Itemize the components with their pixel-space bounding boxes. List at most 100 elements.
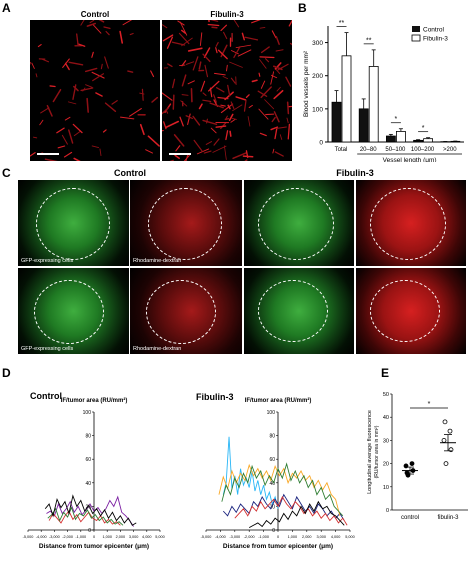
rhodamine-caption: Rhodamine-dextran bbox=[133, 258, 182, 264]
x-tick-label: 4,000 bbox=[142, 535, 152, 539]
vessel-mark bbox=[177, 20, 185, 26]
vessel-mark bbox=[193, 139, 203, 152]
vessel-mark bbox=[202, 53, 211, 63]
vessel-mark bbox=[42, 58, 50, 63]
legend-fibulin-swatch bbox=[411, 34, 421, 42]
control-bar bbox=[331, 101, 342, 143]
x-tick-label: -3,000 bbox=[49, 535, 60, 539]
tumor-outline bbox=[36, 188, 110, 260]
vessel-mark bbox=[56, 127, 65, 134]
tumor-outline bbox=[258, 280, 328, 342]
x-axis-label: Distance from tumor epicenter (μm) bbox=[223, 543, 333, 550]
vessel-mark bbox=[229, 130, 232, 137]
vessel-mark bbox=[244, 159, 248, 161]
profile-line bbox=[221, 462, 344, 517]
vessel-mark bbox=[226, 64, 228, 72]
vessel-mark bbox=[57, 145, 66, 149]
significance-mark: * bbox=[422, 125, 425, 132]
fibulin-vessel-image bbox=[162, 20, 292, 161]
vessel-mark bbox=[181, 29, 187, 34]
vessel-mark bbox=[105, 30, 110, 36]
category-label: >200 bbox=[443, 147, 457, 153]
vessel-mark bbox=[192, 115, 201, 126]
y-tick-label: 100 bbox=[83, 410, 92, 416]
vessel-mark bbox=[173, 134, 185, 147]
vessel-mark bbox=[129, 32, 134, 36]
control-bar bbox=[386, 135, 396, 143]
vessel-mark bbox=[235, 44, 252, 49]
x-tick-label: 2,000 bbox=[116, 535, 126, 539]
fibulin-point bbox=[441, 438, 447, 443]
vessel-mark bbox=[245, 150, 249, 159]
scale-bar bbox=[37, 153, 59, 155]
vessel-mark bbox=[196, 148, 210, 155]
vessel-mark bbox=[287, 123, 291, 140]
vessel-mark bbox=[151, 96, 159, 103]
control-rhodamine-image-2: Rhodamine-dextran bbox=[130, 268, 242, 354]
y-tick-label: 200 bbox=[312, 73, 323, 80]
significance-mark: ** bbox=[366, 37, 372, 44]
vessel-mark bbox=[207, 80, 220, 92]
y-tick-label: 40 bbox=[269, 481, 275, 487]
vessel-mark bbox=[213, 72, 226, 76]
vessel-mark bbox=[30, 152, 36, 157]
vessel-mark bbox=[73, 85, 79, 92]
vessel-mark bbox=[276, 86, 281, 92]
vessel-mark bbox=[35, 73, 38, 78]
tumor-outline bbox=[146, 280, 216, 344]
fibulin-point bbox=[442, 419, 448, 425]
vessel-mark bbox=[77, 43, 86, 47]
vessel-mark bbox=[223, 145, 227, 160]
vessel-mark bbox=[89, 20, 95, 24]
x-tick-label: 1,000 bbox=[102, 535, 112, 539]
fibulin-point bbox=[443, 461, 449, 466]
vessel-mark bbox=[166, 36, 174, 49]
vessel-mark bbox=[99, 148, 102, 156]
vessel-mark bbox=[72, 84, 77, 100]
vessel-mark bbox=[237, 49, 252, 57]
vessel-mark bbox=[187, 47, 203, 52]
vessel-mark bbox=[273, 111, 280, 123]
vessel-mark bbox=[279, 134, 283, 140]
vessel-mark bbox=[80, 20, 85, 26]
vessel-mark bbox=[179, 116, 184, 127]
vessel-mark bbox=[286, 117, 289, 124]
fibulin-vessel-micrograph bbox=[162, 20, 292, 161]
vessel-mark bbox=[102, 129, 107, 133]
fibulin-bar bbox=[368, 66, 379, 143]
legend-control-label: Control bbox=[423, 27, 445, 34]
vessel-mark bbox=[220, 122, 227, 130]
y-tick-label: 60 bbox=[269, 457, 275, 463]
vessel-mark bbox=[202, 99, 212, 103]
vessel-mark bbox=[257, 90, 268, 97]
vessel-mark bbox=[68, 129, 74, 144]
vessel-mark bbox=[44, 158, 58, 161]
vessel-mark bbox=[289, 42, 292, 46]
vessel-mark bbox=[145, 149, 154, 154]
vessel-mark bbox=[93, 24, 102, 34]
vessel-mark bbox=[86, 97, 89, 113]
x-tick-label: 5,000 bbox=[345, 535, 355, 539]
vessel-mark bbox=[64, 116, 71, 121]
vessel-mark bbox=[222, 76, 229, 80]
vessel-mark bbox=[270, 126, 279, 131]
vessel-mark bbox=[275, 126, 287, 130]
x-tick-label: -4,000 bbox=[215, 535, 226, 539]
category-label: 100–200 bbox=[411, 147, 435, 153]
vessel-mark bbox=[129, 107, 142, 117]
vessel-mark bbox=[259, 132, 267, 137]
vessel-mark bbox=[92, 73, 105, 82]
vessel-mark bbox=[127, 70, 134, 73]
vessel-mark bbox=[209, 102, 224, 109]
vessel-mark bbox=[220, 24, 228, 32]
vessel-mark bbox=[165, 120, 180, 129]
vessel-mark bbox=[76, 33, 79, 46]
vessel-mark bbox=[103, 26, 111, 30]
y-tick-label: 0 bbox=[319, 140, 323, 147]
x-tick-label: -2,000 bbox=[244, 535, 255, 539]
vessel-mark bbox=[272, 148, 275, 154]
vessel-mark bbox=[212, 145, 227, 153]
vessel-mark bbox=[150, 70, 155, 78]
vessel-mark bbox=[258, 108, 269, 120]
vessel-mark bbox=[80, 87, 94, 92]
